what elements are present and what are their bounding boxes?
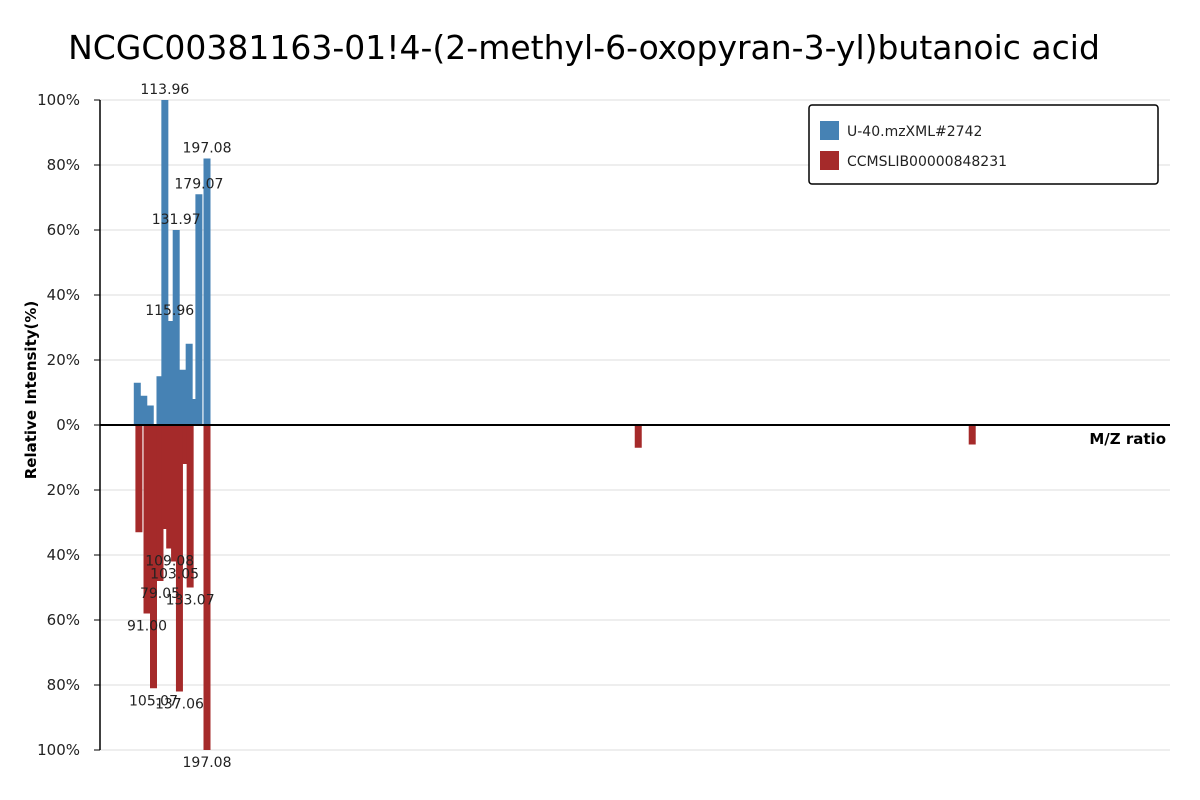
- y-tick-label: 60%: [47, 611, 80, 629]
- y-ticks: 100% 80% 60% 40% 20% 0% 20% 40% 60% 80% 100%: [37, 91, 100, 759]
- peak-bar: [166, 321, 174, 425]
- peak-label: 197.08: [183, 755, 232, 771]
- peak-label: 179.07: [174, 176, 223, 192]
- chart-title: NCGC00381163-01!4-(2-methyl-6-oxopyran-3…: [68, 28, 1100, 67]
- peak-bar: [189, 399, 197, 425]
- peak-label: 131.97: [152, 212, 201, 228]
- y-tick-label: 100%: [37, 741, 80, 759]
- peak-label: 79.05: [140, 586, 180, 602]
- peak-bar: [179, 369, 187, 425]
- peak-bar: [143, 425, 151, 614]
- grid-lines: [100, 99, 1170, 751]
- y-tick-label: 0%: [56, 416, 80, 434]
- y-axis-title: Relative Intensity(%): [22, 301, 40, 480]
- peak-bar: [185, 343, 193, 425]
- peak-bar: [133, 382, 141, 425]
- y-tick-label: 100%: [37, 91, 80, 109]
- peak-bar: [140, 395, 148, 425]
- peak-label: 113.96: [140, 82, 189, 98]
- legend: U-40.mzXML#2742 CCMSLIB00000848231: [808, 104, 1159, 185]
- peak-bars: [133, 100, 976, 750]
- peak-label: 105.07: [129, 693, 178, 709]
- peak-bar: [161, 100, 169, 425]
- peak-label: 115.96: [145, 303, 194, 319]
- peak-bar: [135, 425, 143, 533]
- y-tick-label: 40%: [47, 546, 80, 564]
- peak-bar: [172, 230, 180, 425]
- y-tick-label: 20%: [47, 481, 80, 499]
- peak-label: 91.00: [127, 619, 167, 635]
- y-tick-label: 40%: [47, 286, 80, 304]
- peak-bar: [166, 425, 174, 549]
- peak-label: 103.05: [150, 567, 199, 583]
- legend-box: [808, 104, 1159, 185]
- y-tick-label: 60%: [47, 221, 80, 239]
- peak-bar: [195, 194, 203, 425]
- y-tick-label: 80%: [47, 676, 80, 694]
- peak-bar: [156, 376, 164, 425]
- axes: [99, 100, 1170, 750]
- peak-bar: [634, 425, 642, 448]
- peak-bar: [186, 425, 194, 588]
- y-tick-label: 20%: [47, 351, 80, 369]
- peak-label: 137.06: [155, 697, 204, 713]
- peak-labels: 113.96 115.96 131.97 179.07 197.08 91.00 105.0…: [127, 82, 232, 771]
- peak-bar: [150, 425, 157, 689]
- peak-bar: [203, 158, 211, 425]
- peak-label: 133.07: [166, 593, 215, 609]
- x-axis-title: M/Z ratio: [1089, 430, 1166, 448]
- y-tick-label: 80%: [47, 156, 80, 174]
- peak-bar: [156, 425, 164, 581]
- peak-bar: [171, 425, 179, 562]
- legend-swatch: [820, 121, 839, 140]
- peak-bar: [146, 405, 154, 425]
- peak-bar: [161, 425, 169, 529]
- legend-swatch: [820, 151, 839, 170]
- legend-label: U-40.mzXML#2742: [847, 124, 982, 140]
- peak-label: 197.08: [183, 141, 232, 157]
- peak-bar: [968, 425, 976, 445]
- peak-bar: [175, 425, 183, 692]
- legend-label: CCMSLIB00000848231: [847, 154, 1007, 170]
- peak-bar: [182, 425, 190, 464]
- peak-bar: [203, 425, 211, 750]
- peak-label: 109.08: [145, 554, 194, 570]
